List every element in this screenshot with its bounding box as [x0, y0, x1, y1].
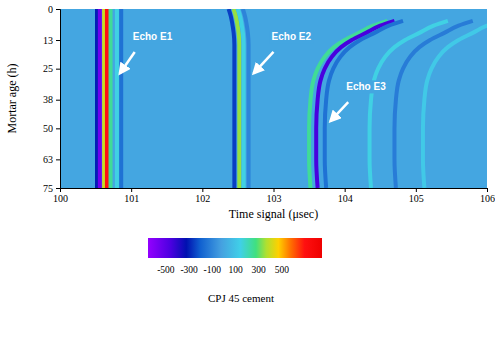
colorbar-tick: 100: [228, 262, 243, 275]
fringe: [238, 9, 244, 188]
fringe: [394, 21, 472, 188]
annotation-arrow: [254, 52, 274, 73]
colorbar-axis: -500 -300 -100 100 300 500: [149, 262, 323, 275]
annotation-patch: [344, 80, 388, 93]
fringe: [370, 21, 448, 188]
colorbar-tick-label: -500: [157, 265, 175, 275]
colorbar-tick-label: -100: [204, 265, 222, 275]
y-axis-line: [56, 10, 61, 189]
colorbar-tick: -100: [204, 262, 222, 275]
x-tick: 103: [267, 188, 282, 204]
y-tick: 13: [43, 35, 60, 46]
y-tick-label: 25: [43, 63, 53, 74]
colorbar-title: CPJ 45 cement: [208, 292, 274, 304]
fringe: [325, 21, 403, 188]
colorbar: [148, 238, 322, 258]
y-tick: 25: [43, 63, 60, 74]
x-tick: 104: [338, 188, 353, 204]
x-axis-title: Time signal (μsec): [229, 207, 318, 221]
x-axis: 100 101 102 103 104 105 106: [53, 188, 495, 204]
y-tick-mark: [56, 188, 60, 189]
y-tick-mark: [56, 9, 60, 10]
fringes: [97, 9, 487, 188]
x-tick-mark: [345, 188, 346, 192]
fringe: [115, 9, 119, 188]
annotation-text: Echo E3: [346, 81, 386, 92]
x-tick-mark: [131, 188, 132, 192]
x-tick: 106: [480, 188, 495, 204]
annotation-patch: [270, 30, 314, 43]
y-tick-mark: [56, 69, 60, 70]
fringe: [109, 9, 113, 188]
fringe: [102, 9, 106, 188]
y-tick-label: 38: [43, 94, 53, 105]
fringe: [423, 21, 487, 188]
x-axis-line: [61, 189, 488, 193]
x-tick: 105: [409, 188, 424, 204]
colorbar-tick: 500: [275, 262, 290, 275]
annotation-patch: [131, 30, 175, 43]
y-tick-label: 50: [43, 123, 53, 134]
fringe: [119, 9, 123, 188]
y-tick-label: 13: [43, 35, 53, 46]
annotation-arrow: [120, 52, 135, 73]
x-tick-label: 102: [195, 193, 210, 204]
x-tick-label: 106: [480, 193, 495, 204]
y-tick-mark: [56, 159, 60, 160]
x-tick-label: 104: [338, 193, 353, 204]
colorbar-tick: 300: [252, 262, 267, 275]
x-tick-label: 103: [267, 193, 282, 204]
x-tick: 101: [124, 188, 139, 204]
x-tick-label: 101: [124, 193, 139, 204]
y-tick: 38: [43, 94, 60, 105]
colorbar-tick: -300: [180, 262, 198, 275]
fringe: [98, 9, 102, 188]
fringe: [95, 9, 99, 188]
y-tick-mark: [56, 40, 60, 41]
x-tick-label: 100: [53, 193, 68, 204]
colorbar-axis-line: [149, 262, 323, 263]
chart: 100 101 102 103 104 105 106 0 13 25 38 50 63 75 Time s…: [0, 0, 495, 344]
y-tick-mark: [56, 128, 60, 129]
annotation-text: Echo E2: [272, 31, 312, 42]
fringe: [229, 9, 235, 188]
x-tick: 100: [53, 188, 68, 204]
annotation-arrow: [330, 102, 348, 121]
fringe: [234, 9, 240, 188]
x-tick-mark: [202, 188, 203, 192]
fringe: [105, 9, 109, 188]
y-tick: 63: [43, 154, 60, 165]
y-tick: 75: [43, 183, 60, 194]
fringe: [243, 9, 249, 188]
y-tick-label: 0: [48, 4, 53, 15]
y-tick-label: 63: [43, 154, 53, 165]
x-tick-label: 105: [409, 193, 424, 204]
annotation-text: Echo E1: [133, 31, 173, 42]
y-tick: 0: [48, 4, 60, 15]
colorbar-tick-label: -300: [180, 265, 198, 275]
y-tick: 50: [43, 123, 60, 134]
colorbar-tick-label: 100: [228, 265, 243, 275]
x-tick-mark: [274, 188, 275, 192]
x-tick-mark: [487, 188, 488, 192]
fringe: [316, 21, 394, 188]
y-tick-label: 75: [43, 183, 53, 194]
y-axis-title: Mortar age (h): [5, 64, 19, 134]
y-axis: 0 13 25 38 50 63 75: [43, 4, 61, 194]
colorbar-tick-label: 300: [252, 265, 267, 275]
x-tick-mark: [416, 188, 417, 192]
x-tick: 102: [195, 188, 210, 204]
annotations: Echo E1 Echo E2 Echo E3: [120, 30, 388, 121]
colorbar-tick: -500: [157, 262, 175, 275]
colorbar-tick-label: 500: [275, 265, 290, 275]
y-tick-mark: [56, 100, 60, 101]
